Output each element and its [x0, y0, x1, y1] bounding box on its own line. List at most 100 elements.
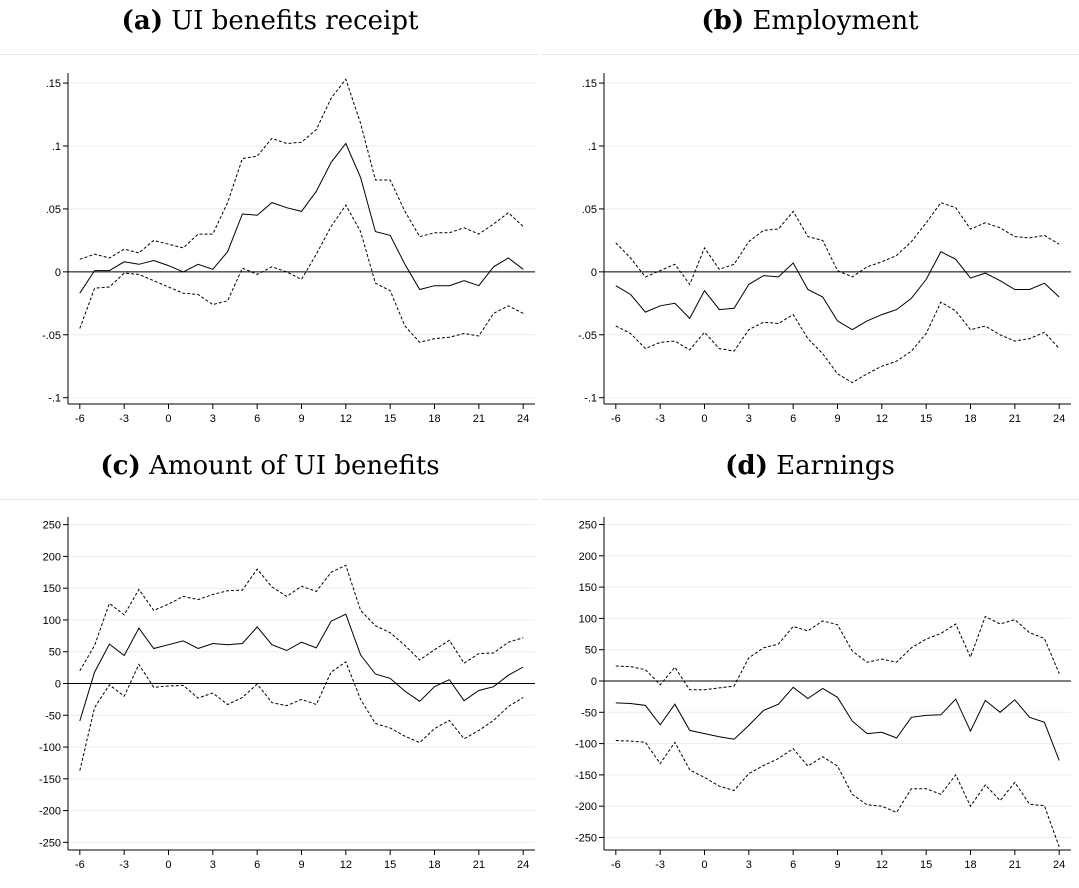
panel-a-x-tick-label: 6 [254, 413, 260, 425]
panel-d-y-tick-label: 250 [579, 520, 597, 532]
panel-c-x-tick-label: 15 [384, 859, 396, 871]
panel-d-plot: -250 -200 -150 -100 -50 0 50 100 150 200 250 -6 -3 0 3… [575, 517, 1071, 871]
panel-c-x-tick-label: 0 [165, 859, 171, 871]
panel-d-y-tick-label: -100 [575, 739, 597, 751]
panel-c-y-tick-label: 50 [49, 647, 61, 659]
panel-c-x-tick-label: -6 [75, 859, 85, 871]
panel-d-y-tick-label: -150 [575, 770, 597, 782]
panel-c-separator [0, 499, 538, 500]
panel-a-x-tick-label: -6 [75, 413, 85, 425]
panel-d-y-tick-label: -250 [575, 832, 597, 844]
panel-c-series-lower-ci [79, 661, 524, 771]
panel-c-y-tick-label: 200 [43, 551, 61, 563]
panel-a-y-tick-label: .1 [52, 141, 61, 153]
panel-d-separator [541, 499, 1079, 500]
panel-b-x-tick-label: 24 [1053, 413, 1065, 425]
panel-c-series-upper-ci [79, 564, 524, 672]
panel-b-x-tick-label: 12 [876, 413, 888, 425]
panel-d-title: (d) Earnings [540, 451, 1079, 481]
panel-d-x-tick-label: 24 [1053, 859, 1065, 871]
panel-c-x-tick-label: -3 [119, 859, 129, 871]
panel-b-x-tick-label: 6 [790, 413, 796, 425]
panel-b-series-estimate [615, 251, 1060, 331]
panel-b-x-tick-label: -6 [611, 413, 621, 425]
panel-c-y-tick-label: -200 [39, 806, 61, 818]
panel-a-y-tick-label: -.1 [48, 393, 61, 405]
panel-c-x-tick-label: 9 [298, 859, 304, 871]
panel-a-title: (a) UI benefits receipt [0, 6, 540, 36]
panel-a-series-lower-ci [79, 204, 524, 343]
panel-d-series-upper-ci [615, 615, 1060, 691]
panel-c-y-tick-label: -250 [39, 837, 61, 849]
panel-b-x-tick-label: 21 [1009, 413, 1021, 425]
panel-d-y-tick-label: 100 [579, 613, 597, 625]
panel-c-x-tick-label: 6 [254, 859, 260, 871]
panel-a-y-tick-label: .05 [46, 204, 61, 216]
panel-c-plot: -250 -200 -150 -100 -50 0 50 100 150 200 250 -6 -3 0 3… [39, 517, 535, 871]
panel-c-title-text: Amount of UI benefits [149, 451, 440, 481]
panel-c-y-tick-label: -50 [45, 710, 61, 722]
panel-d-x-tick-label: 12 [876, 859, 888, 871]
panel-d-y-tick-label: 0 [591, 676, 597, 688]
panel-c-y-tick-label: 150 [43, 583, 61, 595]
panel-a-series-upper-ci [79, 78, 524, 260]
panel-b-series-upper-ci [615, 202, 1060, 286]
panel-c-y-tick-label: 100 [43, 615, 61, 627]
panel-a-x-tick-label: 3 [210, 413, 216, 425]
panel-d-x-tick-label: 0 [701, 859, 707, 871]
panel-b-y-tick-label: -.1 [584, 393, 597, 405]
panel-d-x-tick-label: 3 [746, 859, 752, 871]
panel-c-x-tick-label: 18 [428, 859, 440, 871]
panel-b-tag: (b) [701, 6, 745, 36]
panel-d-y-tick-label: -50 [581, 707, 597, 719]
panel-b-x-tick-label: 9 [834, 413, 840, 425]
panel-b-y-tick-label: .15 [582, 78, 597, 90]
panel-a-series-estimate [79, 142, 524, 294]
panel-a-x-tick-label: 0 [165, 413, 171, 425]
panel-b-title-text: Employment [752, 6, 919, 36]
panel-d-y-tick-label: 150 [579, 582, 597, 594]
panel-b-x-tick-label: 3 [746, 413, 752, 425]
panel-d-y-tick-label: 50 [585, 645, 597, 657]
panel-b-x-tick-label: -3 [655, 413, 665, 425]
panel-d-x-tick-label: 18 [964, 859, 976, 871]
panel-a-x-tick-label: 24 [517, 413, 529, 425]
panel-d-x-tick-label: -6 [611, 859, 621, 871]
panel-d-y-tick-label: -200 [575, 801, 597, 813]
panel-b-plot: -.1 -.05 0 .05 .1 .15 -6 -3 0 3 6 9 12 15 18 21 24 [578, 73, 1071, 425]
panel-a-tag: (a) [121, 6, 163, 36]
panel-d-x-tick-label: 6 [790, 859, 796, 871]
panel-c-x-tick-label: 21 [473, 859, 485, 871]
panel-b-x-tick-label: 15 [920, 413, 932, 425]
panel-a-y-tick-label: 0 [55, 267, 61, 279]
panel-c-y-tick-label: 250 [43, 520, 61, 532]
panel-a-x-tick-label: 12 [340, 413, 352, 425]
panel-c-y-tick-label: -150 [39, 774, 61, 786]
panel-b-series-lower-ci [615, 301, 1060, 384]
panel-d-series-lower-ci [615, 740, 1060, 848]
panel-c-x-tick-label: 3 [210, 859, 216, 871]
panel-a-y-tick-label: -.05 [42, 330, 61, 342]
panel-b-y-tick-label: .1 [588, 141, 597, 153]
panel-b-x-tick-label: 0 [701, 413, 707, 425]
panel-a-x-tick-label: 18 [428, 413, 440, 425]
panel-c-title: (c) Amount of UI benefits [0, 451, 540, 481]
panel-b-y-tick-label: .05 [582, 204, 597, 216]
panel-d-series-estimate [615, 686, 1060, 761]
panel-c-y-tick-label: 0 [55, 679, 61, 691]
panel-d-tag: (d) [725, 451, 768, 481]
panel-a-x-tick-label: 9 [298, 413, 304, 425]
panel-c-x-tick-label: 12 [340, 859, 352, 871]
panel-c-series-estimate [79, 613, 524, 722]
panel-c-tag: (c) [100, 451, 141, 481]
panel-a-separator [0, 54, 538, 55]
panel-d-title-text: Earnings [776, 451, 895, 481]
panel-a-plot: -.1 -.05 0 .05 .1 .15 -6 -3 0 3 6 9 12 15 18 21 24 [42, 73, 535, 425]
panel-d-x-tick-label: 15 [920, 859, 932, 871]
panel-a-title-text: UI benefits receipt [171, 6, 419, 36]
panel-c-y-tick-label: -100 [39, 742, 61, 754]
panel-d-x-tick-label: 9 [834, 859, 840, 871]
panel-d-x-tick-label: 21 [1009, 859, 1021, 871]
panel-a-x-tick-label: 21 [473, 413, 485, 425]
